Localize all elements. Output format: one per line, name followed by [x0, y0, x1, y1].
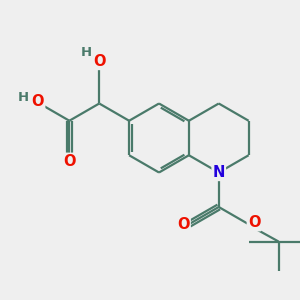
Text: O: O [32, 94, 44, 110]
Text: H: H [81, 46, 92, 59]
Text: O: O [93, 54, 106, 69]
Text: H: H [17, 91, 28, 104]
Text: O: O [248, 215, 260, 230]
Text: O: O [63, 154, 76, 169]
Text: N: N [213, 165, 225, 180]
Text: O: O [177, 217, 190, 232]
